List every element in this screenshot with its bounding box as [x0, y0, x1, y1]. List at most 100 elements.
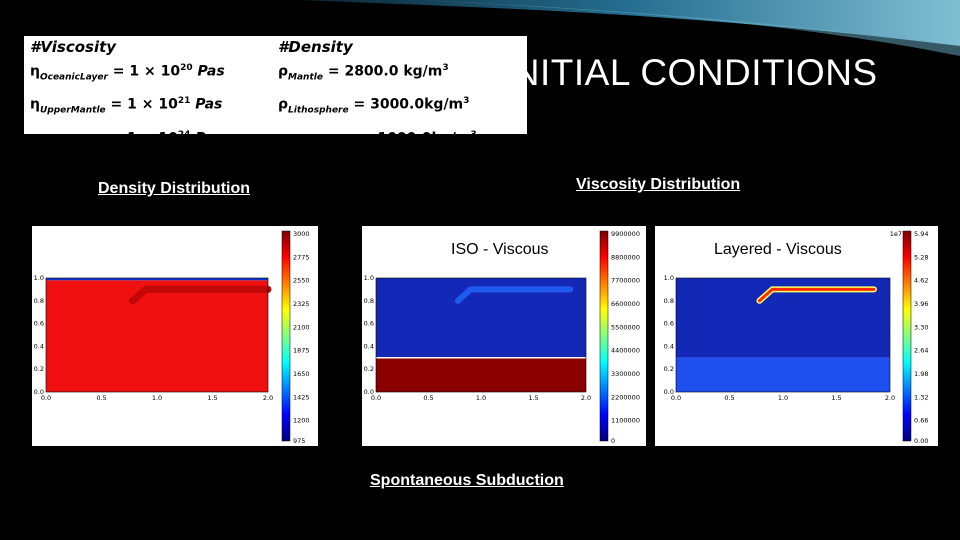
- colorbar: [902, 230, 912, 442]
- y-tick-label: 0.8: [364, 297, 374, 305]
- y-tick-label: 0.8: [34, 297, 44, 305]
- x-tick-label: 1.5: [528, 394, 538, 402]
- colorbar-tick-label: 5.28: [914, 253, 928, 261]
- oceanic-band-path: [454, 286, 574, 304]
- density-distribution-label: Density Distribution: [98, 180, 251, 197]
- x-tick-label: 0.5: [724, 394, 734, 402]
- slide-title: INITIAL CONDITIONS: [502, 52, 878, 93]
- layered-viscous-plot-svg: 0.0 0.5 1.0 1.5 2.0 0.0 0.2 0.4 0.6 0.8 1.0 1e7 5.94…: [664, 230, 929, 445]
- plot-frame: [375, 277, 587, 393]
- x-tick-label: 1.5: [207, 394, 217, 402]
- colorbar-tick-label: 1425: [293, 393, 310, 401]
- mantle-region: [46, 280, 268, 392]
- plot-frame: [675, 277, 891, 393]
- layered-viscous-plot: 0.0 0.5 1.0 1.5 2.0 0.0 0.2 0.4 0.6 0.8 1.0 1e7 5.94…: [655, 226, 938, 446]
- x-tick-label: 0.0: [671, 394, 681, 402]
- plot-frame: [45, 277, 269, 393]
- spontaneous-subduction-label: Spontaneous Subduction: [370, 472, 564, 489]
- colorbar-tick-label: 4400000: [611, 347, 640, 355]
- y-tick-label: 0.2: [34, 365, 44, 373]
- colorbar-tick-label: 5500000: [611, 323, 640, 331]
- colorbar-tick-label: 1100000: [611, 417, 640, 425]
- iso-viscous-plot: 0.0 0.5 1.0 1.5 2.0 0.0 0.2 0.4 0.6 0.8 1.0 9900000…: [362, 226, 646, 446]
- colorbar-tick-label: 2.64: [914, 347, 928, 355]
- colorbar: [599, 230, 609, 442]
- viscosity-eq-row: ηOceanicLayer = 1 × 1020 Pas: [30, 63, 225, 83]
- colorbar-tick-label: 0: [611, 437, 615, 445]
- y-tick-label: 0.2: [364, 365, 374, 373]
- density-heading: #Density: [278, 38, 353, 56]
- colorbar-tick-label: 3300000: [611, 370, 640, 378]
- y-tick-label: 1.0: [34, 274, 44, 282]
- viscosity-distribution-label: Viscosity Distribution: [576, 176, 741, 193]
- x-tick-label: 1.0: [152, 394, 162, 402]
- viscosity-eq-row: ηLowerMantle = 1 × 1024 Pas: [30, 129, 223, 150]
- colorbar-tick-label: 0.00: [914, 437, 928, 445]
- x-tick-label: 2.0: [263, 394, 273, 402]
- slab-path: [129, 285, 272, 305]
- x-tick-label: 0.0: [371, 394, 381, 402]
- colorbar-tick-label: 6600000: [611, 300, 640, 308]
- colorbar-tick-label: 2100: [293, 323, 310, 331]
- y-tick-label: 0.0: [34, 388, 44, 396]
- viscosity-heading: #Viscosity: [30, 38, 117, 56]
- colorbar-tick-label: 1650: [293, 370, 310, 378]
- x-tick-label: 1.0: [476, 394, 486, 402]
- colorbar-tick-label: 1200: [293, 417, 310, 425]
- viscosity-eq-row: ηUpperMantle = 1 × 1021 Pas: [30, 96, 223, 116]
- y-tick-label: 1.0: [664, 274, 674, 282]
- iso-viscous-title: ISO - Viscous: [451, 241, 549, 258]
- density-plot-svg: 0.0 0.5 1.0 1.5 2.0 0.0 0.2 0.4 0.6 0.8 1.0 3000 277…: [34, 230, 310, 445]
- y-tick-label: 1.0: [364, 274, 374, 282]
- layered-viscous-title: Layered - Viscous: [714, 241, 842, 258]
- viscosity-equations: #Viscosity ηOceanicLayer = 1 × 1020 Pas …: [24, 36, 282, 149]
- x-tick-label: 2.0: [581, 394, 591, 402]
- colorbar-tick-label: 3000: [293, 230, 310, 238]
- colorbar-tick-label: 975: [293, 437, 305, 445]
- colorbar-tick-label: 9900000: [611, 230, 640, 238]
- x-tick-label: 0.5: [96, 394, 106, 402]
- lower-mantle-region: [676, 357, 890, 392]
- y-tick-label: 0.2: [664, 365, 674, 373]
- y-tick-label: 0.0: [664, 388, 674, 396]
- colorbar-tick-label: 7700000: [611, 277, 640, 285]
- slab-path: [757, 287, 876, 303]
- colorbar-tick-label: 1875: [293, 347, 310, 355]
- x-tick-label: 1.0: [778, 394, 788, 402]
- y-tick-label: 0.8: [664, 297, 674, 305]
- colorbar-tick-label: 3.30: [914, 323, 928, 331]
- y-tick-label: 0.4: [664, 342, 674, 350]
- colorbar-tick-label: 2550: [293, 277, 310, 285]
- density-eq-row: ρOceanicLayer = 1000.0kg/m3: [278, 129, 477, 150]
- colorbar-tick-label: 2325: [293, 300, 310, 308]
- colorbar-tick-label: 1.32: [914, 393, 928, 401]
- colorbar-tick-label: 2200000: [611, 393, 640, 401]
- iso-viscous-plot-svg: 0.0 0.5 1.0 1.5 2.0 0.0 0.2 0.4 0.6 0.8 1.0 9900000…: [364, 230, 640, 445]
- colorbar-tick-label: 3.96: [914, 300, 928, 308]
- colorbar-tick-label: 0.66: [914, 417, 928, 425]
- x-tick-label: 2.0: [885, 394, 895, 402]
- x-tick-label: 1.5: [831, 394, 841, 402]
- colorbar-tick-label: 1.98: [914, 370, 928, 378]
- y-tick-label: 0.4: [364, 342, 374, 350]
- slide-wave-decoration: [300, 0, 960, 56]
- density-eq-row: ρMantle = 2800.0 kg/m3: [278, 63, 449, 83]
- colorbar-tick-label: 8800000: [611, 253, 640, 261]
- density-plot: 0.0 0.5 1.0 1.5 2.0 0.0 0.2 0.4 0.6 0.8 1.0 3000 277…: [32, 226, 318, 446]
- colorbar-tick-label: 4.62: [914, 277, 928, 285]
- colorbar-tick-label: 5.94: [914, 230, 928, 238]
- oceanic-layer-region: [46, 278, 268, 281]
- colorbar-tick-label: 2775: [293, 253, 310, 261]
- y-tick-label: 0.6: [364, 320, 374, 328]
- x-tick-label: 0.0: [41, 394, 51, 402]
- colorbar: [281, 230, 291, 442]
- y-tick-label: 0.6: [664, 320, 674, 328]
- y-tick-label: 0.0: [364, 388, 374, 396]
- y-tick-label: 0.4: [34, 342, 44, 350]
- colorbar-exponent: 1e7: [890, 230, 902, 238]
- x-tick-label: 0.5: [423, 394, 433, 402]
- density-equations: #Density ρMantle = 2800.0 kg/m3 ρLithosp…: [272, 36, 527, 149]
- y-tick-label: 0.6: [34, 320, 44, 328]
- density-eq-row: ρLithosphere = 3000.0kg/m3: [278, 96, 470, 116]
- lower-mantle-region: [376, 357, 586, 392]
